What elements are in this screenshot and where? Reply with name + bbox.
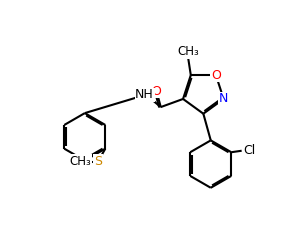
Text: CH₃: CH₃ (177, 46, 199, 59)
Text: NH: NH (135, 88, 154, 101)
Text: CH₃: CH₃ (69, 155, 91, 168)
Text: Cl: Cl (243, 144, 255, 157)
Text: O: O (152, 85, 161, 98)
Text: O: O (211, 69, 221, 82)
Text: N: N (219, 93, 228, 105)
Text: S: S (94, 155, 102, 168)
